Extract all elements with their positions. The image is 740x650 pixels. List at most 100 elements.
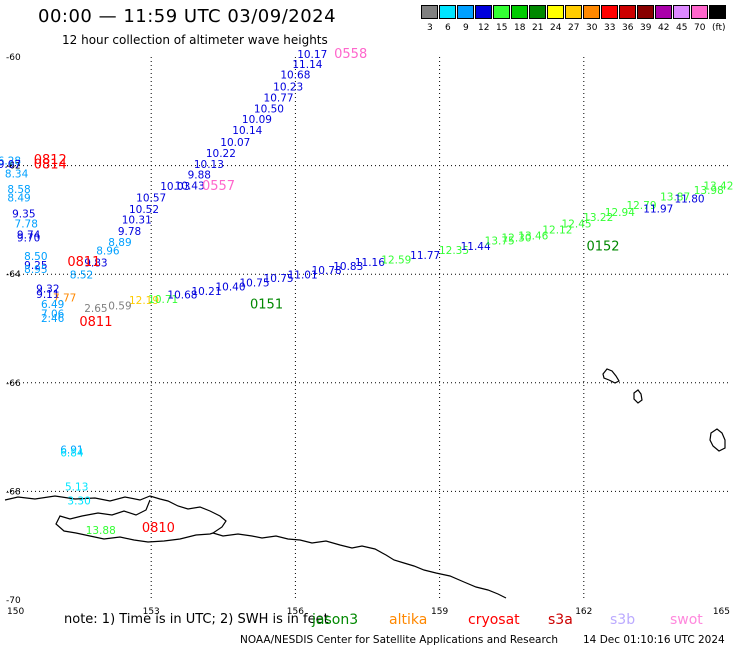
wave-height-label: 10.68 xyxy=(167,290,197,302)
axis-labels: 150 153 156 159 162 165 -60 -62 -64 -66 -68 -70 xyxy=(6,53,730,617)
legend-swatch xyxy=(619,5,636,19)
wave-height-label: 10.07 xyxy=(220,137,250,149)
wave-height-label: 9.32 xyxy=(36,284,59,296)
antarctic-coastline-inlet xyxy=(55,499,214,543)
legend-label: 27 xyxy=(568,23,580,33)
wave-height-label: 8.89 xyxy=(108,237,131,249)
legend-unit: (ft) xyxy=(712,23,726,33)
map-grid xyxy=(7,57,728,600)
wave-height-label: 10.75 xyxy=(240,278,270,290)
wave-height-label: 11.01 xyxy=(288,270,318,282)
legend-label: 3 xyxy=(427,23,433,33)
legend-label: 33 xyxy=(604,23,616,33)
legend-label: 42 xyxy=(658,23,670,33)
wave-height-label: 11.16 xyxy=(355,257,385,269)
pass-time-label: 0811 xyxy=(67,255,100,270)
wave-height-label: 6.91 xyxy=(60,444,83,456)
lat-tick-label: -68 xyxy=(6,487,21,497)
wave-height-label: 9.11 xyxy=(36,289,59,301)
legend-swatch xyxy=(637,5,654,19)
legend-swatch xyxy=(547,5,564,19)
wave-height-label: 10.03 xyxy=(160,181,190,193)
wave-height-label: 13.42 xyxy=(703,180,733,192)
wave-height-label: 7.78 xyxy=(15,219,38,231)
wave-height-label: 12.94 xyxy=(605,207,635,219)
satellite-cryosat: cryosat xyxy=(468,612,520,628)
satellite-altika: altika xyxy=(389,612,428,628)
wave-height-label: 8.49 xyxy=(7,192,30,204)
wave-height-label: 10.57 xyxy=(136,192,166,204)
wave-height-label: 0.59 xyxy=(108,300,131,312)
wave-height-label: 10.31 xyxy=(122,215,152,227)
wave-height-readings: 10.1711.1410.6810.2310.7710.5010.0910.14… xyxy=(0,49,733,537)
wave-height-label: 10.68 xyxy=(280,70,310,82)
wave-height-label: 8.34 xyxy=(5,169,29,181)
wave-height-label: 10.23 xyxy=(273,82,303,94)
wave-height-label: 10.78 xyxy=(312,265,342,277)
legend-label: 15 xyxy=(496,23,508,33)
wave-height-label: 9.70 xyxy=(17,233,40,245)
legend-label: 24 xyxy=(550,23,562,33)
lat-tick-label: -66 xyxy=(6,379,21,389)
wave-height-label: 8.52 xyxy=(70,270,93,282)
lon-tick-label: 156 xyxy=(287,607,304,617)
wave-height-label: 9.88 xyxy=(188,170,211,182)
lat-tick-label: -70 xyxy=(6,596,21,606)
pass-time-label: 0812 xyxy=(34,153,67,168)
wave-height-label: 10.09 xyxy=(242,114,272,126)
legend-label: 6 xyxy=(445,23,451,33)
wave-height-label: 12.19 xyxy=(129,295,159,307)
antarctic-coastline xyxy=(4,495,507,599)
wave-height-label: 6.84 xyxy=(60,448,84,460)
chart-title: 00:00 — 11:59 UTC 03/09/2024 xyxy=(38,6,337,27)
lat-tick-label: -60 xyxy=(6,53,21,63)
legend-label: 12 xyxy=(478,23,490,33)
footer-organization: NOAA/NESDIS Center for Satellite Applica… xyxy=(240,634,558,646)
legend-swatch xyxy=(583,5,600,19)
wave-height-label: 9.78 xyxy=(118,226,141,238)
wave-height-label: 10.50 xyxy=(254,103,284,115)
wave-height-label: 12.12 xyxy=(542,224,572,236)
wave-height-label: 13.75 xyxy=(485,235,515,247)
pass-time-label: 0151 xyxy=(250,297,283,312)
lon-tick-label: 159 xyxy=(431,607,448,617)
legend-label: 45 xyxy=(676,23,688,33)
chart-subtitle: 12 hour collection of altimeter wave hei… xyxy=(62,33,328,47)
legend-label: 21 xyxy=(532,23,544,33)
wave-height-label: 7.06 xyxy=(41,309,65,321)
wave-height-label: 9.83 xyxy=(84,258,107,270)
wave-height-label: 7.77 xyxy=(53,292,76,304)
pass-time-label: 0557 xyxy=(202,179,235,194)
pass-time-label: 0152 xyxy=(586,239,619,254)
legend-swatch xyxy=(493,5,510,19)
lon-tick-label: 150 xyxy=(7,607,24,617)
wave-height-label: 12.45 xyxy=(562,219,592,231)
wave-height-label: 11.80 xyxy=(675,194,705,206)
wave-height-label: 10.83 xyxy=(333,261,363,273)
wave-height-label: 8.50 xyxy=(24,251,47,263)
wave-height-label: 9.74 xyxy=(17,229,41,241)
legend-swatch xyxy=(511,5,528,19)
wave-height-label: 2.46 xyxy=(41,313,65,325)
wave-height-label: 12.79 xyxy=(626,200,656,212)
wave-height-label: 11.14 xyxy=(292,59,322,71)
wave-height-label: 13.88 xyxy=(86,525,116,537)
wave-height-label: 10.71 xyxy=(148,294,178,306)
island-3 xyxy=(709,428,726,452)
wave-height-label: 10.77 xyxy=(264,93,294,105)
lat-tick-label: -62 xyxy=(6,162,21,172)
wave-height-label: 12.59 xyxy=(381,254,411,266)
legend-swatch xyxy=(439,5,456,19)
wave-height-label: 10.13 xyxy=(194,159,224,171)
wave-height-label: 10.17 xyxy=(297,49,327,61)
lon-tick-label: 153 xyxy=(143,607,160,617)
wave-height-label: 11.44 xyxy=(461,241,491,253)
wave-height-label: 9.07 xyxy=(0,159,21,171)
lon-tick-label: 162 xyxy=(575,607,592,617)
wave-height-label: 13.46 xyxy=(518,230,548,242)
legend-swatch xyxy=(601,5,618,19)
wave-height-label: 2.65 xyxy=(84,303,107,315)
legend-label: 9 xyxy=(463,23,469,33)
